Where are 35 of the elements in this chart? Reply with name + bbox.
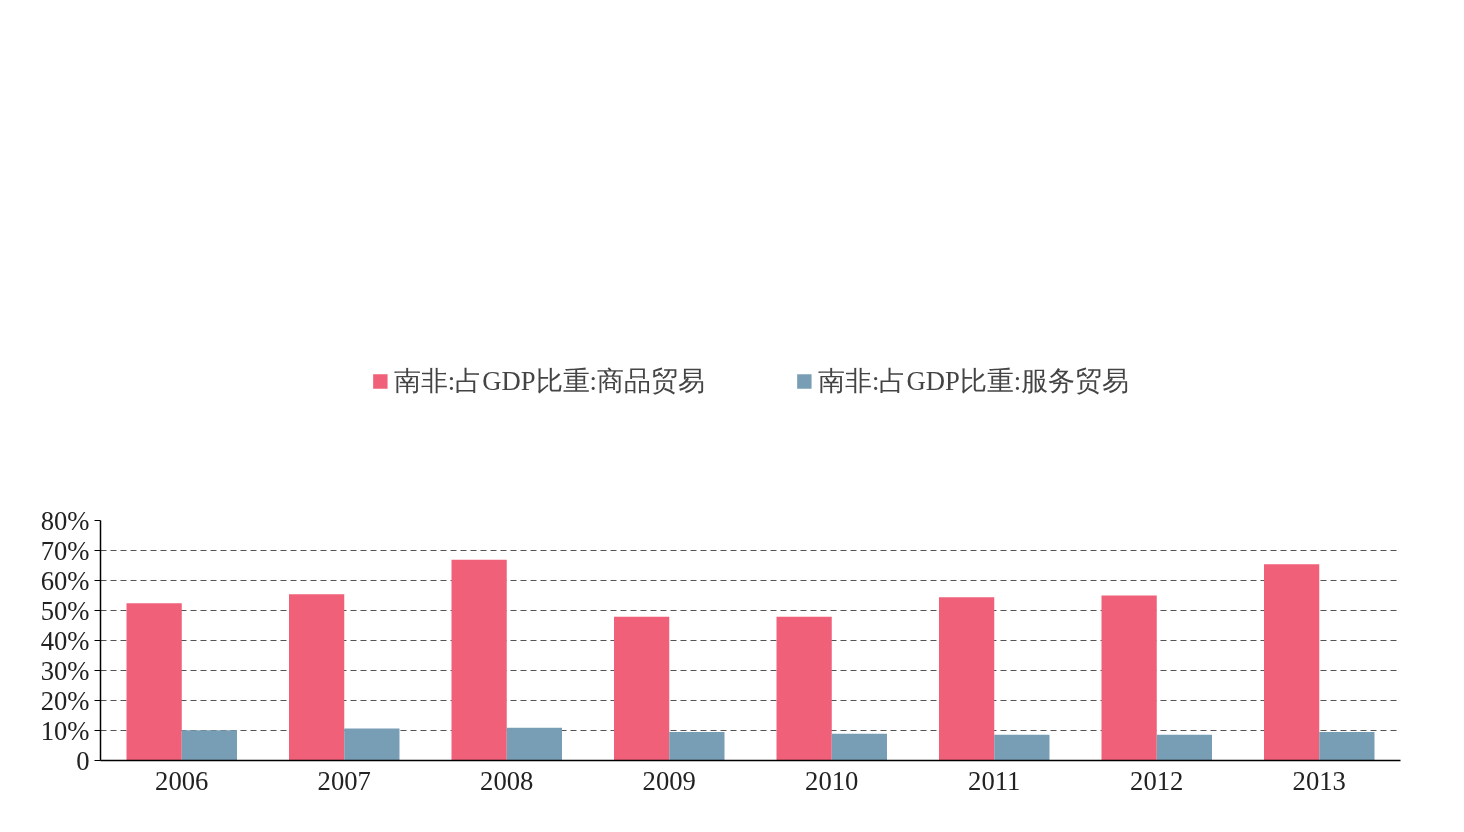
y-tick-label: 20% — [40, 685, 90, 716]
x-tick-label: 2013 — [1292, 765, 1346, 796]
x-tick-label: 2009 — [642, 765, 696, 796]
y-tick-label: 60% — [40, 565, 90, 596]
x-tick-label: 2006 — [155, 765, 209, 796]
y-tick-label: 50% — [40, 595, 90, 626]
bar — [344, 728, 400, 761]
x-tick-label: 2011 — [968, 765, 1021, 796]
y-tick-label: 70% — [40, 535, 90, 566]
bar — [506, 727, 562, 761]
x-tick-label: 2012 — [1130, 765, 1184, 796]
legend-label: 南非:占GDP比重:服务贸易 — [818, 365, 1130, 398]
y-tick-label: 0 — [76, 745, 90, 776]
y-tick-label: 40% — [40, 625, 90, 656]
bar — [939, 597, 995, 761]
bar — [289, 594, 345, 761]
bar — [614, 616, 670, 761]
x-tick-label: 2008 — [480, 765, 534, 796]
bar — [776, 616, 832, 761]
bar — [451, 559, 507, 761]
bar — [1156, 734, 1212, 761]
y-tick-label: 80% — [40, 505, 90, 536]
bar — [1264, 564, 1320, 761]
bar — [994, 734, 1050, 761]
y-tick-label: 30% — [40, 655, 90, 686]
bar — [831, 733, 887, 761]
legend-label: 南非:占GDP比重:商品贸易 — [393, 365, 705, 398]
bar — [1319, 732, 1375, 761]
bar — [669, 732, 725, 761]
y-tick-label: 10% — [40, 715, 90, 746]
x-tick-label: 2007 — [317, 765, 371, 796]
bar — [1101, 595, 1157, 761]
bar — [181, 730, 237, 761]
bar — [126, 603, 182, 761]
x-tick-label: 2010 — [805, 765, 859, 796]
